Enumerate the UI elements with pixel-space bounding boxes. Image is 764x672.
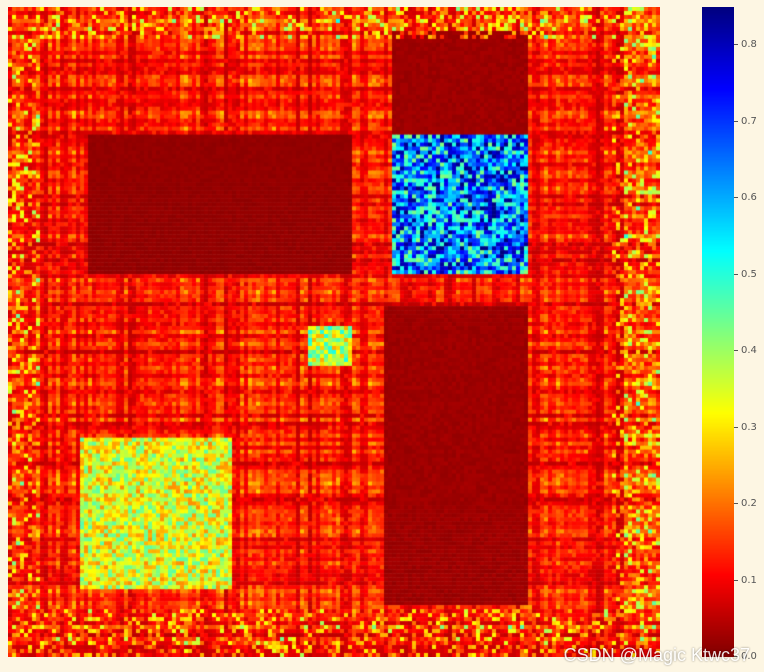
colorbar-tick: 0.4 — [734, 345, 764, 357]
colorbar — [702, 7, 734, 657]
colorbar-tick: 0.0 — [734, 651, 764, 663]
colorbar-tick: 0.5 — [734, 269, 764, 281]
colorbar-tick-label: 0.3 — [741, 421, 757, 433]
colorbar-tick: 0.6 — [734, 192, 764, 204]
heatmap-plot-area — [8, 7, 660, 657]
colorbar-tick-label: 0.7 — [741, 115, 757, 127]
watermark-text: CSDN @Magic Ktwc37 — [563, 645, 750, 665]
colorbar-tick-mark — [734, 44, 738, 46]
colorbar-tick: 0.1 — [734, 575, 764, 587]
colorbar-tick-label: 0.5 — [741, 268, 757, 280]
colorbar-tick-mark — [734, 120, 738, 122]
colorbar-tick: 0.8 — [734, 39, 764, 51]
colorbar-tick-mark — [734, 503, 738, 505]
colorbar-tick-mark — [734, 579, 738, 581]
colorbar-tick-mark — [734, 426, 738, 428]
colorbar-tick-label: 0.1 — [741, 574, 757, 586]
colorbar-tick-mark — [734, 197, 738, 199]
heatmap-canvas — [8, 7, 660, 657]
colorbar-tick-label: 0.0 — [741, 651, 757, 662]
colorbar-tick: 0.2 — [734, 498, 764, 510]
colorbar-axis: 0.0 0.1 0.2 0.3 0.4 0.5 0.6 0.7 0.8 — [734, 7, 764, 662]
colorbar-tick: 0.7 — [734, 116, 764, 128]
colorbar-tick-mark — [734, 656, 738, 657]
colorbar-tick-mark — [734, 273, 738, 275]
colorbar-tick-label: 0.6 — [741, 192, 757, 204]
colorbar-tick: 0.3 — [734, 422, 764, 434]
colorbar-tick-label: 0.2 — [741, 498, 757, 510]
colorbar-tick-mark — [734, 350, 738, 352]
colorbar-tick-label: 0.4 — [741, 345, 757, 357]
colorbar-tick-label: 0.8 — [741, 39, 757, 51]
